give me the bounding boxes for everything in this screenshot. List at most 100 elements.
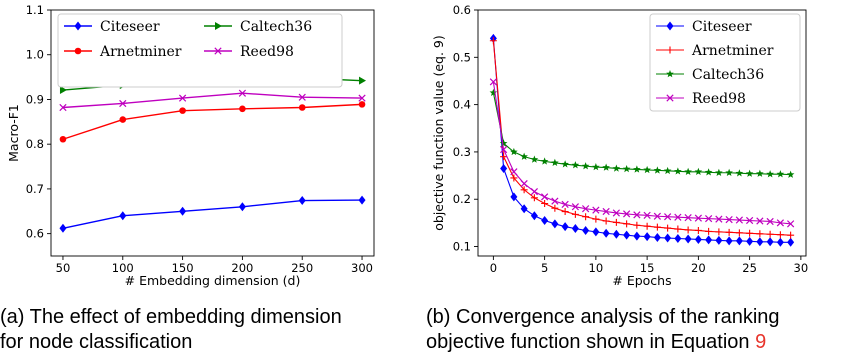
caption-a-line2: for node classification bbox=[0, 331, 193, 353]
data-point bbox=[684, 234, 692, 244]
data-point bbox=[766, 170, 774, 178]
legend-label: Reed98 bbox=[240, 44, 294, 60]
data-point bbox=[643, 211, 651, 219]
data-point bbox=[238, 89, 247, 97]
data-point bbox=[612, 229, 620, 239]
series-arnetminer bbox=[59, 101, 366, 143]
y-tick-label: 0.8 bbox=[26, 137, 44, 151]
data-point bbox=[119, 116, 127, 123]
data-point bbox=[684, 226, 692, 234]
legend-label: Citeseer bbox=[100, 19, 160, 35]
data-point bbox=[592, 227, 600, 237]
data-point bbox=[735, 216, 743, 224]
data-point bbox=[623, 210, 631, 218]
data-point bbox=[776, 219, 784, 227]
data-point bbox=[787, 231, 795, 239]
data-point bbox=[581, 162, 590, 170]
data-point bbox=[694, 167, 703, 176]
data-point bbox=[735, 229, 743, 237]
data-point bbox=[694, 214, 702, 222]
data-point bbox=[674, 167, 682, 175]
data-point bbox=[499, 139, 508, 147]
data-point bbox=[119, 99, 127, 108]
data-point bbox=[119, 211, 127, 221]
data-point bbox=[500, 163, 508, 173]
series-citeseer bbox=[59, 195, 366, 233]
data-point bbox=[489, 78, 497, 86]
legend-entry-arnetminer: Arnetminer bbox=[656, 43, 774, 59]
data-point bbox=[633, 231, 641, 241]
series-line-citeseer bbox=[62, 199, 363, 229]
data-point bbox=[674, 233, 682, 243]
caption-b-equation-ref[interactable]: 9 bbox=[755, 331, 767, 353]
x-tick-label: 15 bbox=[640, 261, 655, 275]
caption-b-text: objective function shown in Equation bbox=[426, 331, 750, 353]
data-point bbox=[239, 105, 246, 113]
data-point bbox=[633, 165, 641, 173]
data-point bbox=[756, 237, 764, 247]
y-axis-label: Macro-F1 bbox=[6, 104, 21, 162]
x-axis-label: # Embedding dimension (d) bbox=[125, 273, 301, 288]
data-point bbox=[623, 230, 631, 240]
y-tick-label: 0.1 bbox=[453, 240, 471, 254]
y-tick-label: 0.4 bbox=[453, 98, 471, 112]
data-point bbox=[643, 165, 651, 174]
data-point bbox=[786, 170, 795, 178]
series-line-arnetminer bbox=[62, 103, 363, 140]
data-point bbox=[179, 206, 187, 216]
data-point bbox=[653, 223, 661, 231]
data-point bbox=[561, 200, 569, 209]
data-point bbox=[776, 231, 784, 239]
data-point bbox=[298, 196, 306, 206]
data-point bbox=[633, 211, 641, 219]
data-point bbox=[735, 236, 743, 246]
data-point bbox=[592, 215, 600, 223]
data-point bbox=[715, 215, 723, 223]
data-point bbox=[551, 204, 559, 212]
data-point bbox=[756, 230, 764, 238]
data-point bbox=[582, 205, 590, 213]
data-point bbox=[725, 168, 733, 176]
y-tick-label: 0.9 bbox=[26, 92, 44, 106]
legend-entry-reed98: Reed98 bbox=[656, 91, 746, 107]
data-point bbox=[602, 217, 610, 225]
legend-marker bbox=[666, 70, 674, 78]
legend-label: Reed98 bbox=[692, 91, 746, 107]
data-point bbox=[510, 168, 518, 176]
x-tick-label: 200 bbox=[231, 261, 253, 275]
legend-marker bbox=[74, 21, 82, 31]
plot-frame bbox=[50, 9, 375, 257]
data-point bbox=[530, 188, 538, 196]
legend-label: Caltech36 bbox=[692, 67, 764, 83]
y-tick-label: 0.7 bbox=[26, 182, 44, 196]
data-point bbox=[551, 158, 559, 167]
data-point bbox=[561, 208, 569, 216]
x-tick-label: 20 bbox=[691, 261, 706, 275]
series-line-reed98 bbox=[62, 92, 363, 109]
y-tick-label: 0.5 bbox=[453, 50, 471, 64]
data-point bbox=[530, 155, 539, 163]
data-point bbox=[664, 224, 672, 232]
legend: Citeseer Arnetminer Caltech36 Reed98 bbox=[57, 13, 343, 88]
data-point bbox=[530, 211, 538, 221]
data-point bbox=[541, 193, 549, 201]
y-tick-label: 0.6 bbox=[453, 3, 471, 17]
data-point bbox=[715, 228, 723, 236]
data-point bbox=[59, 135, 67, 143]
data-point bbox=[59, 223, 67, 233]
data-point bbox=[684, 167, 692, 176]
data-point bbox=[359, 76, 367, 85]
series-arnetminer bbox=[489, 37, 795, 239]
series-reed98 bbox=[59, 89, 366, 112]
x-tick-label: 10 bbox=[589, 261, 604, 275]
data-point bbox=[705, 215, 713, 223]
series-caltech36 bbox=[489, 88, 795, 178]
y-tick-label: 1.1 bbox=[26, 3, 44, 17]
data-point bbox=[674, 213, 682, 221]
legend-label: Arnetminer bbox=[691, 43, 774, 59]
data-point bbox=[561, 222, 569, 232]
data-point bbox=[178, 94, 187, 102]
data-point bbox=[551, 219, 559, 229]
data-point bbox=[766, 237, 774, 247]
data-point bbox=[500, 153, 508, 161]
